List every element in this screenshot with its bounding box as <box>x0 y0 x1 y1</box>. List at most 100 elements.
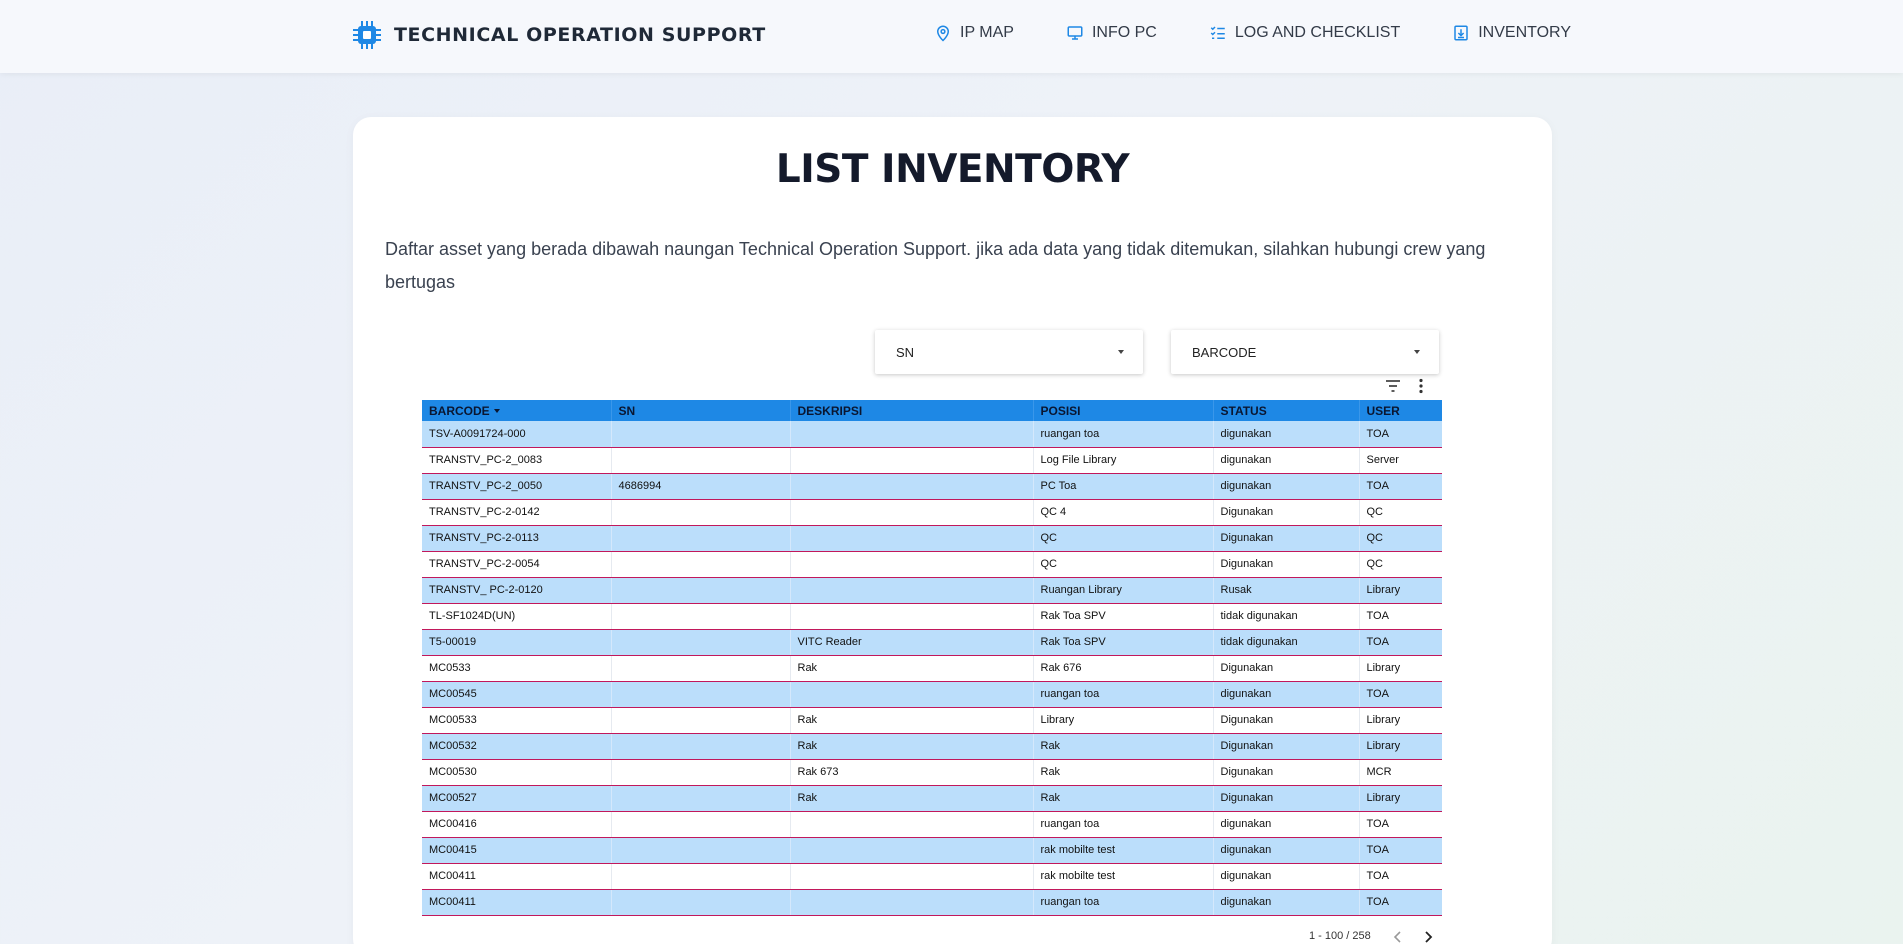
page-description: Daftar asset yang berada dibawah naungan… <box>385 239 1486 292</box>
cell-status: digunakan <box>1213 889 1360 916</box>
cell-user: QC <box>1359 499 1442 526</box>
cell-barcode: MC00411 <box>422 863 612 890</box>
cell-barcode: TRANSTV_PC-2-0142 <box>422 499 612 526</box>
table-header-row: BARCODE SN DESKRIPSI POSISI STATUS USER <box>422 400 1442 421</box>
cell-posisi: Rak Toa SPV <box>1033 603 1214 630</box>
table-row[interactable]: MC00533 Rak Library Digunakan Library <box>422 707 1442 734</box>
column-header-sn[interactable]: SN <box>611 400 791 421</box>
column-header-deskripsi[interactable]: DESKRIPSI <box>790 400 1034 421</box>
cell-status: tidak digunakan <box>1213 629 1360 656</box>
cell-sn <box>611 421 791 448</box>
table-row[interactable]: TRANSTV_PC-2-0054 QC Digunakan QC <box>422 551 1442 578</box>
table-row[interactable]: TRANSTV_PC-2-0113 QC Digunakan QC <box>422 525 1442 552</box>
cell-barcode: TSV-A0091724-000 <box>422 421 612 448</box>
table-body: TSV-A0091724-000 ruangan toa digunakan TOA T… <box>422 421 1442 916</box>
barcode-filter-label: BARCODE <box>1192 344 1257 360</box>
cell-posisi: ruangan toa <box>1033 889 1214 916</box>
column-header-posisi[interactable]: POSISI <box>1033 400 1214 421</box>
cell-sn <box>611 681 791 708</box>
cell-posisi: Ruangan Library <box>1033 577 1214 604</box>
table-row[interactable]: MC00411 ruangan toa digunakan TOA <box>422 889 1442 916</box>
chip-icon <box>353 21 381 49</box>
cell-barcode: MC00533 <box>422 707 612 734</box>
cell-sn <box>611 785 791 812</box>
table-row[interactable]: MC0533 Rak Rak 676 Digunakan Library <box>422 655 1442 682</box>
cell-status: digunakan <box>1213 447 1360 474</box>
nav-ip-map[interactable]: IP MAP <box>934 24 1014 42</box>
inventory-table-container[interactable]: BARCODE SN DESKRIPSI POSISI STATUS USER … <box>422 400 1442 923</box>
cell-barcode: T5-00019 <box>422 629 612 656</box>
cell-sn <box>611 577 791 604</box>
cell-status: digunakan <box>1213 837 1360 864</box>
filter-icon[interactable] <box>1383 376 1403 396</box>
barcode-filter-dropdown[interactable]: BARCODE <box>1171 330 1439 374</box>
table-row[interactable]: TL-SF1024D(UN) Rak Toa SPV tidak digunakan… <box>422 603 1442 630</box>
cell-user: Library <box>1359 577 1442 604</box>
column-header-barcode[interactable]: BARCODE <box>422 400 612 421</box>
cell-sn <box>611 447 791 474</box>
monitor-icon <box>1067 26 1083 40</box>
cell-status: tidak digunakan <box>1213 603 1360 630</box>
column-header-user[interactable]: USER <box>1359 400 1442 421</box>
pagination-range: 1 - 100 / 258 <box>1309 930 1371 942</box>
cell-posisi: Rak <box>1033 785 1214 812</box>
nav-inventory[interactable]: INVENTORY <box>1452 24 1571 42</box>
table-row[interactable]: T5-00019 VITC Reader Rak Toa SPV tidak digu… <box>422 629 1442 656</box>
nav-label: LOG AND CHECKLIST <box>1234 24 1401 41</box>
cell-posisi: QC <box>1033 525 1214 552</box>
column-header-status[interactable]: STATUS <box>1213 400 1360 421</box>
chevron-down-icon <box>1118 350 1124 354</box>
nav-info-pc[interactable]: INFO PC <box>1066 24 1157 42</box>
cell-barcode: MC00411 <box>422 889 612 916</box>
table-row[interactable]: MC00532 Rak Rak Digunakan Library <box>422 733 1442 760</box>
table-row[interactable]: MC00530 Rak 673 Rak Digunakan MCR <box>422 759 1442 786</box>
cell-deskripsi <box>790 889 1034 916</box>
cell-posisi: ruangan toa <box>1033 811 1214 838</box>
table-row[interactable]: MC00545 ruangan toa digunakan TOA <box>422 681 1442 708</box>
sort-desc-icon <box>493 409 500 414</box>
cell-user: Library <box>1359 707 1442 734</box>
cell-posisi: PC Toa <box>1033 473 1214 500</box>
table-row[interactable]: MC00416 ruangan toa digunakan TOA <box>422 811 1442 838</box>
nav-label: IP MAP <box>960 24 1014 41</box>
more-vert-icon[interactable] <box>1411 376 1431 396</box>
table-row[interactable]: TSV-A0091724-000 ruangan toa digunakan TOA <box>422 421 1442 448</box>
cell-user: Library <box>1359 655 1442 682</box>
table-row[interactable]: TRANSTV_PC-2_0050 4686994 PC Toa digunakan T… <box>422 473 1442 500</box>
cell-barcode: MC00527 <box>422 785 612 812</box>
sn-filter-dropdown[interactable]: SN <box>875 330 1143 374</box>
cell-posisi: ruangan toa <box>1033 681 1214 708</box>
cell-sn <box>611 733 791 760</box>
cell-user: TOA <box>1359 421 1442 448</box>
brand[interactable]: TECHNICAL OPERATION SUPPORT <box>352 20 766 50</box>
cell-deskripsi <box>790 551 1034 578</box>
cell-posisi: Rak Toa SPV <box>1033 629 1214 656</box>
main-nav: IP MAP INFO PC LOG AND CHECKLIST INVENTO… <box>934 24 1571 42</box>
table-row[interactable]: TRANSTV_PC-2_0083 Log File Library digunak… <box>422 447 1442 474</box>
inventory-table: BARCODE SN DESKRIPSI POSISI STATUS USER … <box>422 400 1442 916</box>
cell-status: digunakan <box>1213 863 1360 890</box>
cell-user: QC <box>1359 551 1442 578</box>
cell-sn <box>611 499 791 526</box>
page-title: LIST INVENTORY <box>775 147 1130 192</box>
table-row[interactable]: TRANSTV_PC-2-0142 QC 4 Digunakan QC <box>422 499 1442 526</box>
table-row[interactable]: MC00415 rak mobilte test digunakan TOA <box>422 837 1442 864</box>
chevron-right-icon[interactable] <box>1421 930 1435 944</box>
table-row[interactable]: MC00411 rak mobilte test digunakan TOA <box>422 863 1442 890</box>
cell-status: Digunakan <box>1213 499 1360 526</box>
cell-sn <box>611 551 791 578</box>
cell-sn <box>611 655 791 682</box>
chevron-down-icon <box>1414 350 1420 354</box>
cell-sn <box>611 629 791 656</box>
cell-status: Digunakan <box>1213 551 1360 578</box>
sn-filter-label: SN <box>896 344 915 360</box>
location-pin-icon <box>936 25 950 42</box>
cell-deskripsi <box>790 603 1034 630</box>
cell-deskripsi <box>790 499 1034 526</box>
cell-barcode: TRANSTV_PC-2_0050 <box>422 473 612 500</box>
nav-log-and-checklist[interactable]: LOG AND CHECKLIST <box>1209 24 1400 42</box>
chevron-left-icon[interactable] <box>1391 930 1405 944</box>
table-row[interactable]: TRANSTV_ PC-2-0120 Ruangan Library Rusak Li… <box>422 577 1442 604</box>
cell-barcode: TRANSTV_PC-2-0113 <box>422 525 612 552</box>
table-row[interactable]: MC00527 Rak Rak Digunakan Library <box>422 785 1442 812</box>
